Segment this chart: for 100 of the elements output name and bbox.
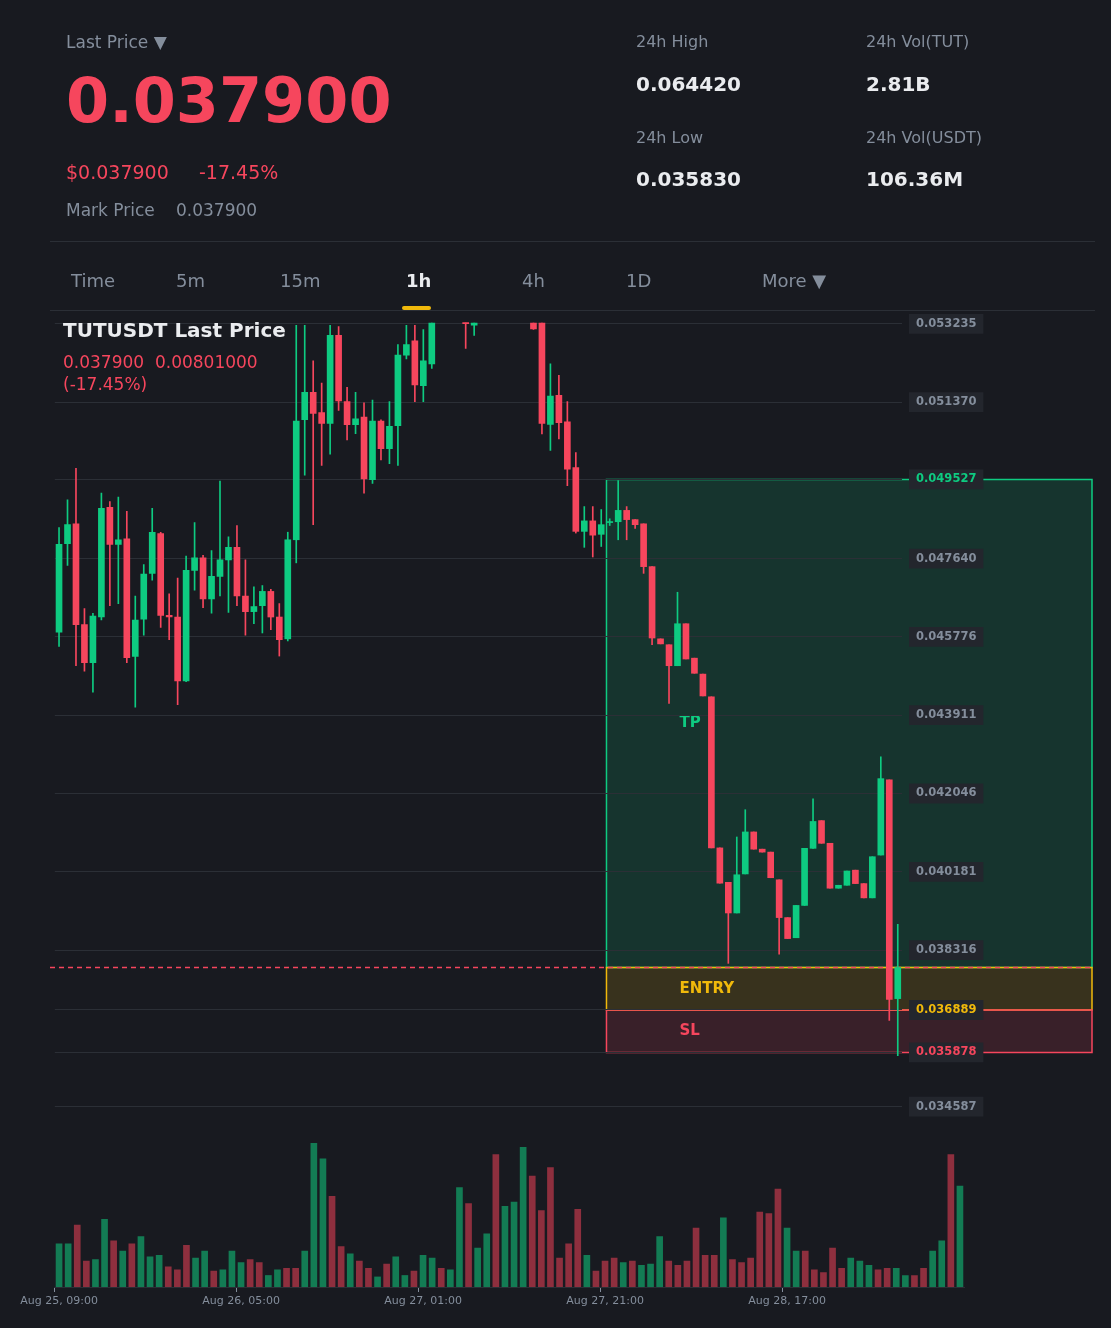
bar (920, 1267, 927, 1287)
bar (811, 1269, 818, 1287)
bar (519, 1146, 527, 1287)
bar (619, 1262, 627, 1287)
bar (747, 1257, 754, 1287)
text: Last Price ▼ (66, 31, 167, 53)
bar (64, 1243, 72, 1287)
text: $0.037900 (66, 160, 169, 184)
bar (801, 1250, 809, 1287)
bar (383, 1263, 390, 1287)
bar (292, 1267, 299, 1287)
bar (155, 1254, 163, 1287)
bar (210, 1270, 218, 1287)
bar (902, 1275, 909, 1287)
bar (938, 1240, 946, 1287)
bar (656, 1236, 663, 1287)
y-tick-label: 0.035878 (916, 1044, 977, 1059)
bar (456, 1187, 463, 1287)
y-tick-label: 0.053235 (916, 315, 977, 330)
bar (865, 1265, 873, 1287)
bar (501, 1206, 509, 1287)
bar (483, 1233, 491, 1287)
bar (528, 1175, 536, 1287)
bar (310, 1143, 318, 1287)
y-tick-label: 0.047640 (916, 550, 977, 565)
bar (829, 1247, 836, 1287)
text: 24h Vol(TUT) (866, 32, 970, 52)
x-tick-label: Aug 28, 17:00 (748, 1294, 826, 1308)
bar (674, 1265, 682, 1287)
bar (265, 1275, 272, 1287)
y-tick-label: 0.051370 (916, 394, 977, 409)
bar (119, 1250, 127, 1287)
bar (765, 1213, 773, 1287)
bar (237, 1262, 245, 1287)
bar (283, 1267, 290, 1287)
bar (183, 1244, 190, 1287)
y-tick-label: 0.043911 (916, 707, 977, 722)
text: 0.035830 (636, 167, 742, 191)
bar (783, 1227, 791, 1287)
y-tick-label: 0.042046 (916, 785, 977, 800)
bar (538, 1210, 545, 1287)
bar (328, 1195, 336, 1287)
bar (738, 1262, 745, 1287)
bar (110, 1240, 117, 1287)
text: 2.81B (866, 72, 931, 96)
bar (492, 1154, 500, 1287)
bar (710, 1254, 718, 1287)
text: 24h Vol(USDT) (866, 128, 982, 148)
bar (610, 1257, 618, 1287)
bar (774, 1188, 782, 1287)
bar (874, 1269, 882, 1287)
x-tick-label: Aug 27, 21:00 (566, 1294, 644, 1308)
candlestick (462, 322, 470, 349)
bar (820, 1272, 827, 1287)
candlestick (250, 586, 258, 625)
bar (929, 1250, 936, 1287)
bar (319, 1158, 327, 1287)
text: -17.45% (199, 160, 279, 184)
x-tick-label: Aug 27, 01:00 (384, 1294, 462, 1308)
x-tick-label: Aug 26, 05:00 (202, 1294, 280, 1308)
bar (146, 1256, 154, 1287)
bar (164, 1266, 172, 1287)
y-tick-label: 0.040181 (916, 863, 977, 878)
bar (73, 1224, 81, 1287)
text: 106.36M (866, 167, 964, 191)
bar (665, 1260, 673, 1287)
bar (246, 1259, 254, 1287)
bar (474, 1247, 481, 1287)
text: Mark Price (66, 199, 155, 221)
bar (847, 1257, 855, 1287)
bar (128, 1243, 136, 1287)
text: 0.037900 (66, 63, 392, 139)
candlestick (301, 324, 309, 476)
text: 1D (626, 270, 652, 292)
bar (365, 1267, 372, 1287)
bar (192, 1257, 199, 1287)
bar (574, 1208, 582, 1287)
bar (629, 1260, 636, 1287)
candlestick (580, 506, 588, 548)
bar (892, 1267, 900, 1287)
bar (556, 1257, 563, 1287)
text: 0.037900 (176, 199, 258, 221)
bar (301, 1250, 309, 1287)
candlestick (216, 480, 224, 597)
bar (465, 1203, 472, 1287)
bar (720, 1217, 727, 1287)
text: 24h High (636, 32, 709, 52)
text: 15m (280, 270, 321, 292)
candlestick (470, 322, 478, 336)
text: 4h (522, 270, 545, 292)
bar (701, 1254, 709, 1287)
bar (583, 1254, 591, 1287)
bar (219, 1269, 227, 1287)
text: 0.037900 0.00801000 (-17.45%) (63, 351, 259, 396)
bar (92, 1259, 99, 1287)
bar (374, 1276, 381, 1287)
x-tick-label: Aug 25, 09:00 (20, 1294, 98, 1308)
bar (337, 1246, 345, 1287)
bar (392, 1256, 400, 1287)
bar (692, 1227, 700, 1287)
